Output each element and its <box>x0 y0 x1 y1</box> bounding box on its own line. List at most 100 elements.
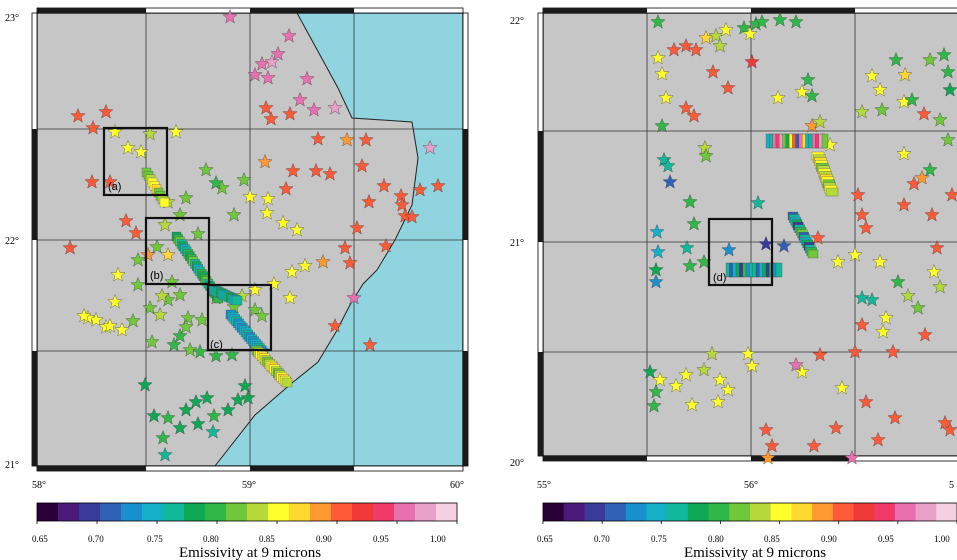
sample-star <box>247 302 263 317</box>
sample-star <box>904 92 920 107</box>
sample-star <box>942 82 957 97</box>
sample-star <box>168 124 184 139</box>
sample-star <box>754 14 770 29</box>
colorbar-swatch <box>415 503 437 521</box>
right-map-frame <box>537 7 957 462</box>
sample-star <box>84 174 100 189</box>
left-cbar-tick: 0.75 <box>147 534 163 544</box>
sample-star <box>237 378 253 393</box>
sample-star <box>164 274 180 289</box>
sample-star <box>182 342 198 357</box>
sample-star <box>412 182 428 197</box>
sample-star <box>718 22 734 37</box>
sample-star <box>178 402 194 417</box>
sample-star <box>404 209 420 224</box>
sample-star <box>247 282 263 297</box>
colorbar-swatch <box>436 503 458 521</box>
sample-star <box>910 300 926 315</box>
sample-star <box>682 258 698 273</box>
sample-star <box>937 415 953 430</box>
colorbar-swatch <box>289 503 311 521</box>
sample-star <box>361 194 377 209</box>
sample-star <box>152 307 168 322</box>
sample-star <box>160 410 176 425</box>
sample-star <box>306 102 322 117</box>
sample-star <box>114 322 130 337</box>
sample-star <box>178 319 194 334</box>
sample-star <box>812 347 828 362</box>
sample-star <box>284 264 300 279</box>
colorbar-swatch <box>310 503 332 521</box>
sample-star <box>278 181 294 196</box>
sample-star <box>652 372 668 387</box>
sample-star <box>299 71 315 86</box>
sample-star <box>804 88 820 103</box>
right-lon-tick-55: 55° <box>537 480 551 491</box>
sample-star <box>394 197 410 212</box>
left-lat-tick-22: 22° <box>5 236 19 247</box>
sample-star <box>870 432 886 447</box>
sample-star <box>342 255 358 270</box>
sample-star <box>354 158 370 173</box>
sample-star <box>188 394 204 409</box>
sample-star <box>742 26 758 41</box>
sample-star <box>686 216 702 231</box>
left-lon-tick-59: 59° <box>242 480 256 491</box>
sample-star <box>788 357 804 372</box>
colorbar-swatch <box>268 503 290 521</box>
sample-star <box>668 378 684 393</box>
colorbar-swatch <box>667 503 689 521</box>
right-cbar-tick: 0.70 <box>594 534 610 544</box>
sample-star <box>710 394 726 409</box>
left-cbar-tick: 0.70 <box>88 534 104 544</box>
sample-star <box>270 46 286 61</box>
sample-star <box>362 337 378 352</box>
sample-star <box>712 372 728 387</box>
sample-star <box>864 68 880 83</box>
sample-star <box>264 54 280 69</box>
box-c <box>206 283 273 352</box>
sample-star <box>339 132 355 147</box>
left-cbar-tick: 0.85 <box>259 534 275 544</box>
sample-star <box>275 215 291 230</box>
colorbar-swatch <box>563 503 585 521</box>
sample-star <box>327 100 343 115</box>
sample-star <box>642 364 658 379</box>
sample-star <box>758 422 774 437</box>
colorbar-swatch <box>812 503 834 521</box>
sample-star <box>704 346 720 361</box>
left-colorbar <box>36 502 458 524</box>
sample-star <box>178 190 194 205</box>
sample-star <box>740 346 756 361</box>
sample-star <box>146 408 162 423</box>
right-cbar-tick: 1.00 <box>934 534 950 544</box>
sample-star <box>678 100 694 115</box>
sample-star <box>847 344 863 359</box>
sample-star <box>76 308 92 323</box>
sample-star <box>142 300 158 315</box>
sample-star <box>285 163 301 178</box>
colorbar-swatch <box>58 503 80 521</box>
sample-star <box>155 430 171 445</box>
sample-star <box>916 106 932 121</box>
swath-pixel <box>231 295 243 306</box>
colorbar-swatch <box>708 503 730 521</box>
swath-pixel <box>775 262 783 278</box>
swath-pixel <box>281 377 293 388</box>
box-a-label: (a) <box>108 181 121 193</box>
left-cbar-tick: 0.90 <box>316 534 332 544</box>
sample-star <box>854 317 870 332</box>
sample-star <box>896 146 912 161</box>
colorbar-swatch <box>247 503 269 521</box>
sample-star <box>118 213 134 228</box>
sample-star <box>70 108 86 123</box>
right-map: (d) 22° 21° 20° 55° 56° 5 0.65 0.70 0.75… <box>510 7 957 560</box>
sample-star <box>929 240 945 255</box>
right-cbar-tick: 0.95 <box>878 534 894 544</box>
sample-star <box>254 308 270 323</box>
left-lon-tick-60: 60° <box>450 480 464 491</box>
sample-star <box>800 72 816 87</box>
sample-star <box>282 106 298 121</box>
sample-star <box>721 242 737 257</box>
